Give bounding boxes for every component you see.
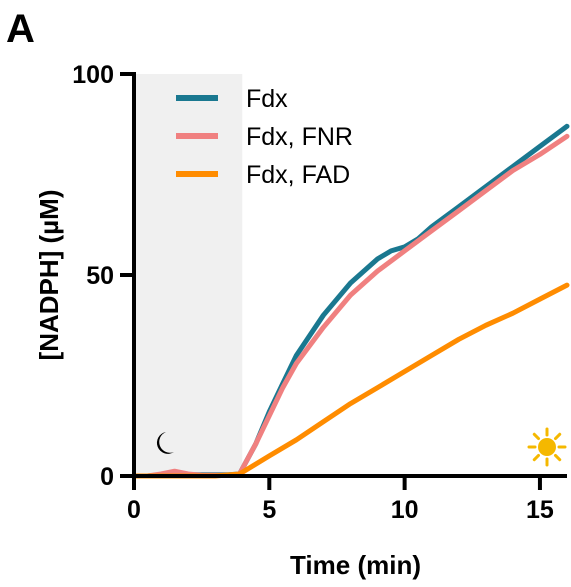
legend: Fdx Fdx, FNR Fdx, FAD (176, 85, 353, 189)
tick-marks (120, 72, 542, 490)
y-tick-label: 100 (72, 61, 114, 89)
y-tick-label: 50 (86, 262, 114, 290)
moon-icon (156, 432, 174, 454)
x-axis-title: Time (min) (290, 550, 421, 580)
sun-icon (527, 427, 567, 467)
x-tick-label: 0 (127, 496, 141, 524)
x-tick-label: 15 (526, 496, 554, 524)
series-line-1 (131, 133, 570, 479)
legend-label-2: Fdx, FAD (246, 161, 350, 189)
x-tick-label: 5 (262, 496, 276, 524)
legend-label-1: Fdx, FNR (246, 123, 353, 151)
legend-label-0: Fdx (246, 85, 288, 113)
y-axis-title: [NADPH] (µM) (34, 190, 64, 361)
dark-phase-region (134, 74, 243, 476)
y-tick-label: 0 (100, 463, 114, 491)
panel-label: A (6, 7, 35, 51)
x-tick-label: 10 (391, 496, 419, 524)
axes (120, 72, 567, 490)
